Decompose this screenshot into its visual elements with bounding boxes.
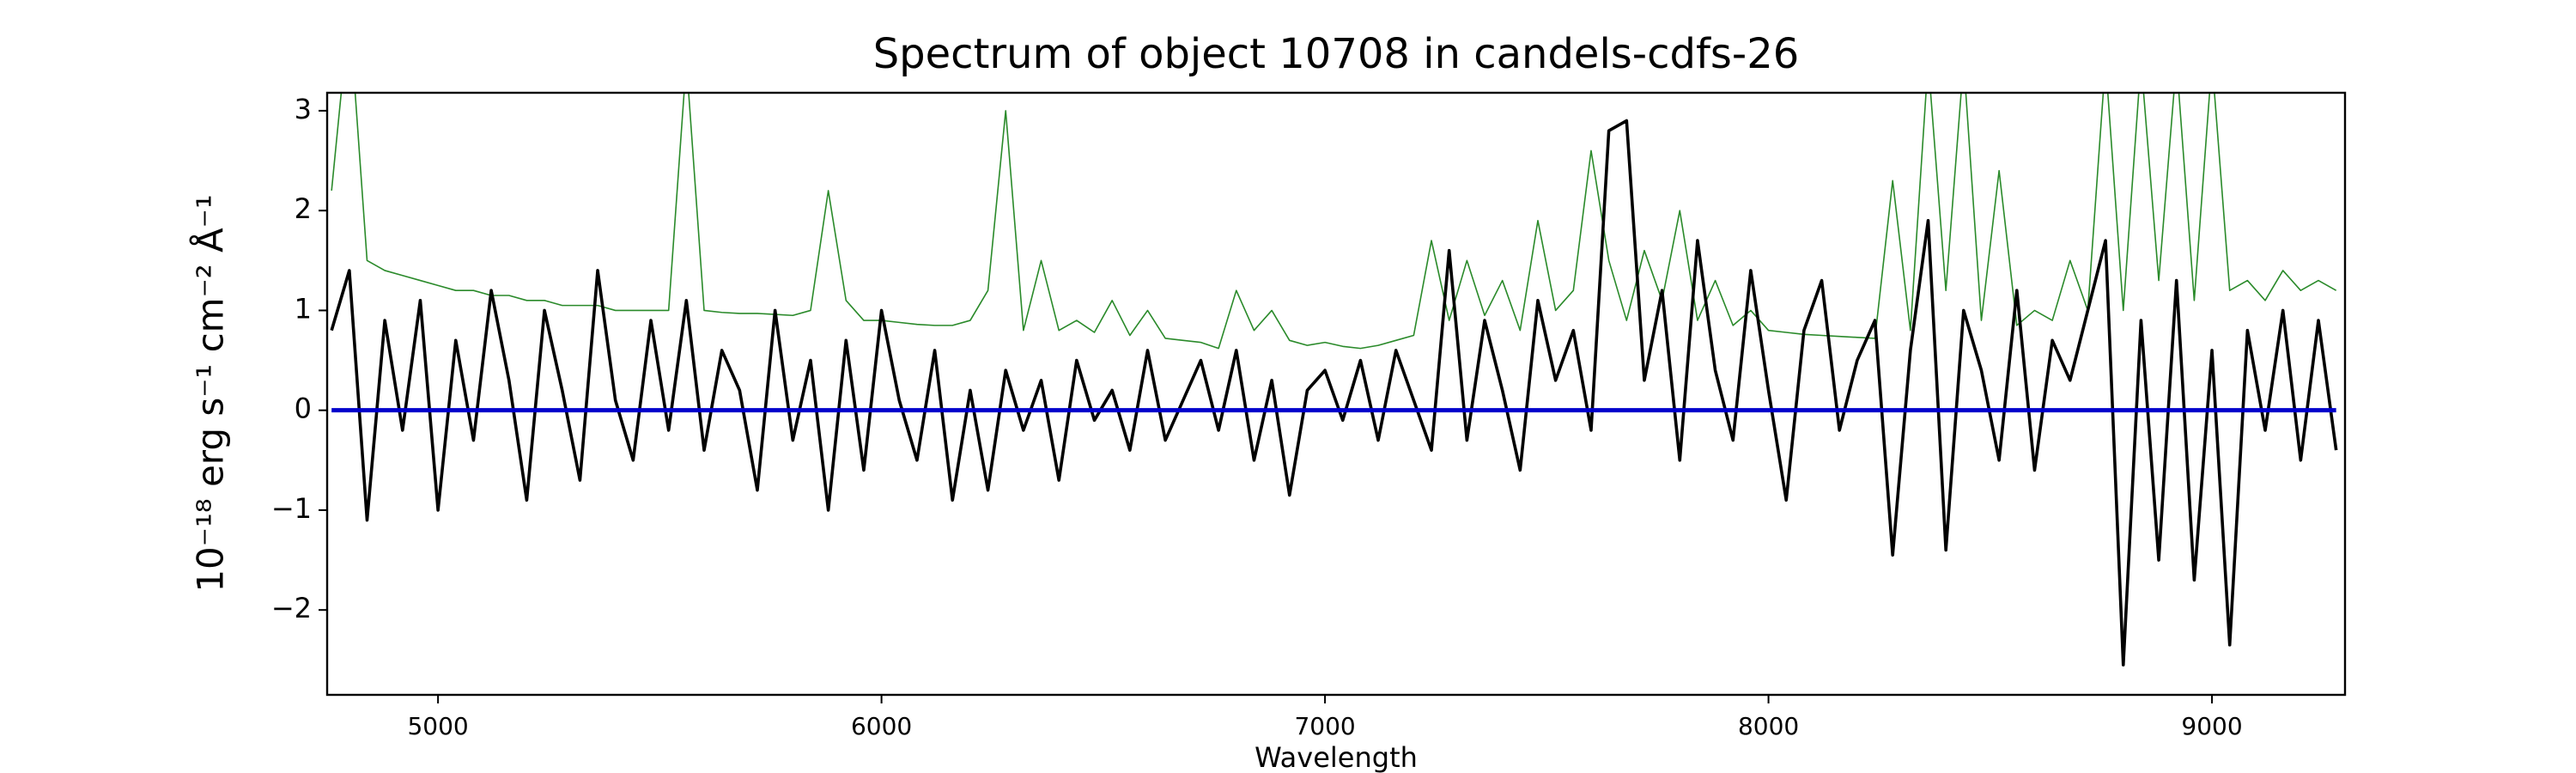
y-tick-label: 0 bbox=[295, 393, 312, 425]
y-tick-label: 1 bbox=[295, 292, 312, 325]
y-tick-label: −2 bbox=[271, 592, 312, 624]
plot-frame bbox=[325, 91, 2347, 697]
y-tick-label: 2 bbox=[295, 192, 312, 225]
x-tick-label: 6000 bbox=[851, 712, 912, 740]
x-tick-label: 8000 bbox=[1738, 712, 1799, 740]
chart-title: Spectrum of object 10708 in candels-cdfs… bbox=[873, 30, 1800, 78]
spectrum-line bbox=[331, 93, 2337, 350]
x-tick-label: 5000 bbox=[407, 712, 468, 740]
plot-area bbox=[330, 93, 2338, 666]
x-tick-label: 7000 bbox=[1294, 712, 1355, 740]
y-axis-label: 10⁻¹⁸ erg s⁻¹ cm⁻² Å⁻¹ bbox=[189, 194, 232, 592]
y-tick-label: 3 bbox=[295, 93, 312, 125]
x-tick-label: 9000 bbox=[2181, 712, 2242, 740]
x-axis-label: Wavelength bbox=[1255, 741, 1418, 773]
spectrum-line bbox=[330, 119, 2338, 666]
y-tick-label: −1 bbox=[271, 492, 312, 525]
